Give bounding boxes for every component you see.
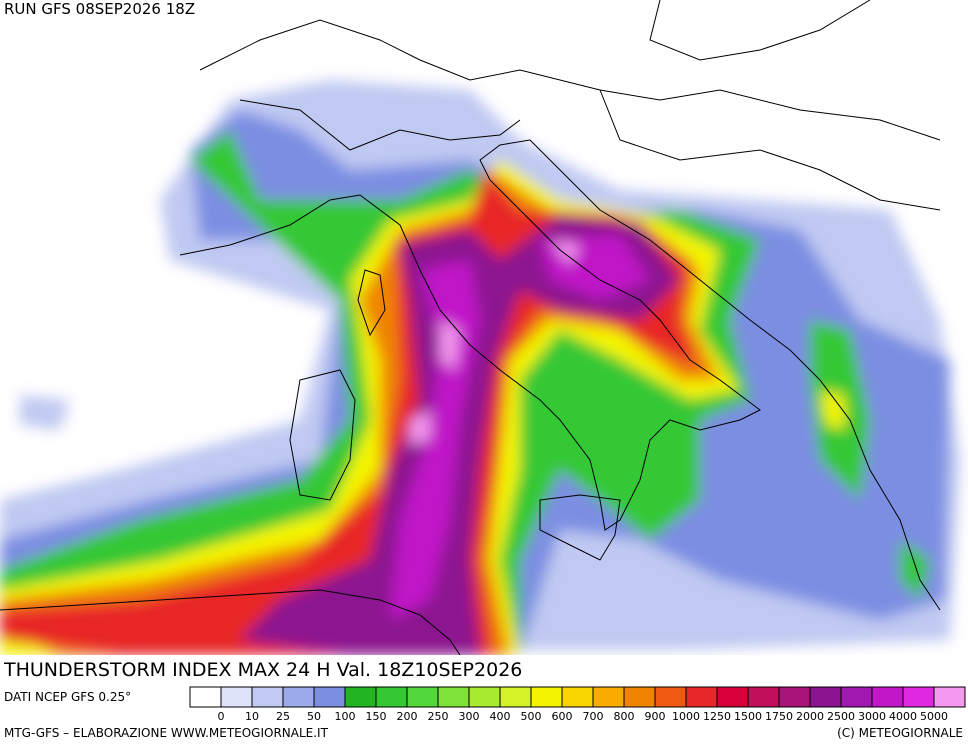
legend-label: 1750 [765,710,793,723]
legend-label: 5000 [920,710,948,723]
legend-label: 600 [552,710,573,723]
legend-swatch [685,686,718,708]
legend-swatch [592,686,625,708]
legend-label: 50 [307,710,321,723]
legend-swatch [716,686,749,708]
legend-label: 400 [490,710,511,723]
legend-label: 150 [366,710,387,723]
legend-label: 100 [335,710,356,723]
legend-swatch [654,686,687,708]
footer-right: (C) METEOGIORNALE [837,726,963,740]
field [0,0,960,655]
legend-swatch [530,686,563,708]
legend-swatch [933,686,966,708]
legend-swatch [313,686,346,708]
legend-swatch [499,686,532,708]
legend: 0 10 25 50 100 150 200 250 300 400 500 600 700 800 900… [189,686,966,723]
legend-label: 300 [459,710,480,723]
legend-swatch [406,686,439,708]
legend-label: 250 [428,710,449,723]
thunderstorm-field [0,80,960,655]
legend-swatch [375,686,408,708]
legend-swatch [561,686,594,708]
legend-label: 200 [397,710,418,723]
legend-swatch [189,686,222,708]
legend-swatch [437,686,470,708]
legend-label: 1000 [672,710,700,723]
legend-swatch [251,686,284,708]
run-label: RUN GFS 08SEP2026 18Z [4,0,195,18]
legend-label: 0 [218,710,225,723]
source: DATI NCEP GFS 0.25° [4,690,131,704]
map-title: THUNDERSTORM INDEX MAX 24 H Val. 18Z10SE… [3,659,522,681]
legend-label: 800 [614,710,635,723]
legend-label: 4000 [889,710,917,723]
legend-label: 1500 [734,710,762,723]
legend-label: 900 [645,710,666,723]
legend-label: 700 [583,710,604,723]
legend-swatch [282,686,315,708]
legend-label: 500 [521,710,542,723]
legend-label: 10 [245,710,259,723]
legend-swatch [747,686,780,708]
legend-swatch [468,686,501,708]
legend-label: 1250 [703,710,731,723]
legend-swatch [623,686,656,708]
legend-label: 2000 [796,710,824,723]
legend-swatch [809,686,842,708]
legend-swatch [220,686,253,708]
legend-swatch [902,686,935,708]
legend-swatch [840,686,873,708]
legend-swatch [778,686,811,708]
legend-label: 2500 [827,710,855,723]
legend-swatch [871,686,904,708]
legend-label: 3000 [858,710,886,723]
legend-swatch [344,686,377,708]
footer-left: MTG-GFS – ELABORAZIONE WWW.METEOGIORNALE… [4,726,329,740]
coastlines [0,0,941,655]
legend-label: 25 [276,710,290,723]
